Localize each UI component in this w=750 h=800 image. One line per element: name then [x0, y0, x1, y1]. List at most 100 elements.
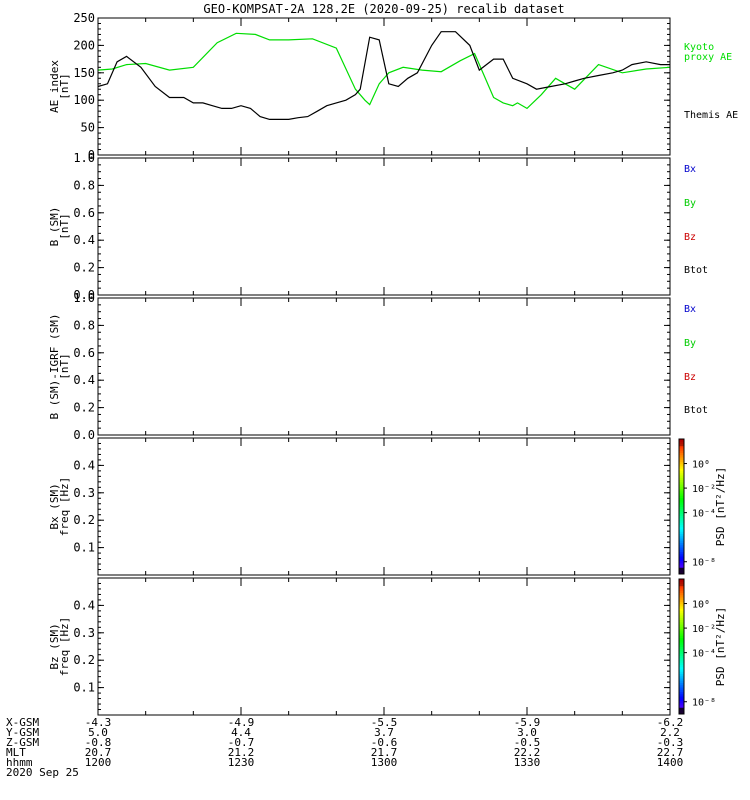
- colorbar-cell: [679, 540, 684, 543]
- colorbar-tick-label: 10⁻⁴: [692, 649, 716, 660]
- colorbar-cell: [679, 633, 684, 636]
- colorbar-cell: [679, 533, 684, 537]
- colorbar-cell: [679, 443, 684, 447]
- colorbar-tick-label: 10⁰: [692, 460, 710, 471]
- colorbar-cell: [679, 603, 684, 607]
- colorbar-cell: [679, 678, 684, 681]
- colorbar-cell: [679, 698, 684, 701]
- ephemeris-value: -5.5: [371, 716, 398, 729]
- legend-label: Btot: [684, 265, 708, 276]
- ephemeris-value: 21.2: [228, 746, 255, 759]
- ephemeris-value: 21.7: [371, 746, 398, 759]
- colorbar-cell: [679, 551, 684, 555]
- ephemeris-row-label: hhmm: [6, 756, 33, 769]
- ephemeris-row-label: Z-GSM: [6, 736, 39, 749]
- colorbar-cell: [679, 680, 684, 683]
- colorbar-cell: [679, 615, 684, 618]
- colorbar: 10⁰ 10⁻² 10⁻⁴ 10⁻⁸ PSD [nT²/Hz]: [678, 438, 727, 575]
- ephemeris-value: 1200: [85, 756, 112, 769]
- ephemeris-row-label: MLT: [6, 746, 26, 759]
- colorbar-label: PSD [nT²/Hz]: [714, 607, 727, 686]
- colorbar-cell: [679, 477, 684, 480]
- y-tick-label: 0.4: [73, 233, 95, 247]
- legend-label: Themis AE: [684, 110, 738, 121]
- colorbar-cell: [679, 486, 684, 489]
- panel-4: 0.10.20.30.4Bx (SM)freq [Hz]10⁰10⁻²10⁻⁴1…: [48, 437, 727, 576]
- ephemeris-value: -4.9: [228, 716, 255, 729]
- colorbar-cell: [679, 675, 684, 679]
- panel-2: 0.0 0.2 0.4 0.6 0.8 1.0 B (SM)[nT] Bx By Bz Btot: [48, 151, 708, 302]
- colorbar-cell: [679, 673, 684, 677]
- colorbar-cell: [679, 689, 684, 692]
- colorbar-cell: [679, 565, 684, 568]
- y-axis-label: Bx (SM): [48, 483, 61, 529]
- colorbar-cell: [679, 558, 684, 561]
- colorbar-cell: [679, 531, 684, 534]
- ephemeris-value: -0.8: [85, 736, 112, 749]
- colorbar-cell: [679, 671, 684, 674]
- panel-frame: [97, 17, 671, 156]
- y-tick-label: 0.4: [73, 458, 95, 472]
- x-axis-ephemeris: X-GSM -4.3 -4.9 -5.5 -5.9 -6.2 Y-GSM 5.0 4.4 3.7 3…: [6, 716, 683, 779]
- y-tick-label: 0.0: [73, 428, 95, 442]
- colorbar-cell: [679, 495, 684, 498]
- y-tick-label: 0.1: [73, 541, 95, 555]
- ephemeris-value: 22.7: [657, 746, 684, 759]
- colorbar-frame: [678, 578, 685, 715]
- colorbar-cell: [679, 687, 684, 690]
- y-tick-label: 0.1: [73, 681, 95, 695]
- legend-label: Bx: [684, 304, 696, 315]
- colorbar-cell: [679, 606, 684, 609]
- colorbar-cell: [679, 599, 684, 602]
- legend-label: Bz: [684, 372, 696, 383]
- colorbar-cell: [679, 553, 684, 557]
- y-tick-label: 1.0: [73, 151, 95, 165]
- y-tick-label: 150: [73, 66, 95, 80]
- legend-label: Kyoto: [684, 42, 714, 53]
- colorbar-cell: [679, 691, 684, 695]
- y-tick-label: 0.2: [73, 401, 95, 415]
- colorbar-cell: [679, 630, 684, 634]
- y-tick-label: 0.2: [73, 261, 95, 275]
- colorbar-cell: [679, 544, 684, 548]
- colorbar-cell: [679, 448, 684, 451]
- colorbar-cell: [679, 619, 684, 623]
- y-tick-label: 250: [73, 11, 95, 25]
- colorbar-cell: [679, 700, 684, 704]
- y-axis-label: B (SM)-IGRF (SM): [48, 314, 61, 420]
- legend-label: Btot: [684, 405, 708, 416]
- colorbar-cell: [679, 617, 684, 620]
- colorbar-cell: [679, 556, 684, 559]
- colorbar-cell: [679, 624, 684, 627]
- ephemeris-value: 3.7: [374, 726, 394, 739]
- colorbar-cell: [679, 502, 684, 505]
- ephemeris-row-label: X-GSM: [6, 716, 39, 729]
- colorbar-cell: [679, 457, 684, 460]
- colorbar-tick-label: 10⁻⁸: [692, 698, 716, 709]
- colorbar-cell: [679, 484, 684, 487]
- colorbar-frame: [678, 438, 685, 575]
- colorbar-cell: [679, 666, 684, 670]
- colorbar-cell: [679, 506, 684, 510]
- colorbar-cell: [679, 520, 684, 523]
- colorbar-cell: [679, 524, 684, 528]
- legend-label: Bz: [684, 232, 696, 243]
- colorbar-label: PSD [nT²/Hz]: [714, 467, 727, 546]
- y-tick-label: 50: [81, 121, 95, 135]
- colorbar-cell: [679, 454, 684, 458]
- figure-title: GEO-KOMPSAT-2A 128.2E (2020-09-25) recal…: [203, 2, 564, 16]
- colorbar-tick-label: 10⁻⁴: [692, 509, 716, 520]
- colorbar-cell: [679, 707, 684, 710]
- ephemeris-value: 4.4: [231, 726, 251, 739]
- ephemeris-value: 2.2: [660, 726, 680, 739]
- colorbar-cell: [679, 653, 684, 656]
- y-axis-label: Bz (SM): [48, 623, 61, 669]
- colorbar-cell: [679, 515, 684, 519]
- series-line: [97, 32, 671, 110]
- colorbar-cell: [679, 470, 684, 474]
- legend-label: By: [684, 198, 696, 209]
- colorbar-cell: [679, 463, 684, 467]
- colorbar-cell: [679, 682, 684, 686]
- colorbar-cell: [679, 493, 684, 496]
- y-tick-label: 0.2: [73, 653, 95, 667]
